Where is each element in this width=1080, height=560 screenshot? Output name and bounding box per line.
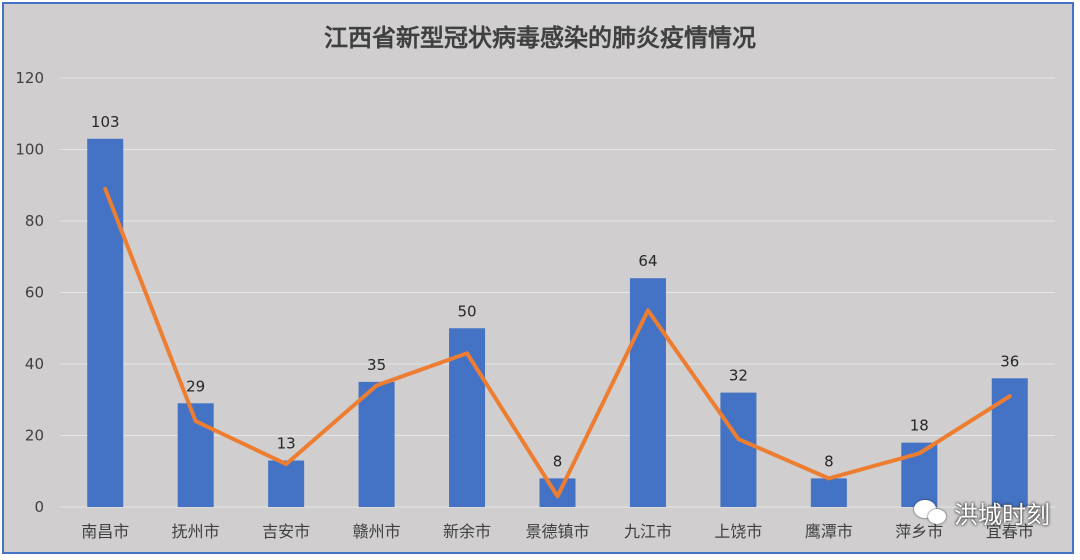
data-label: 50 xyxy=(457,302,476,320)
data-label: 36 xyxy=(1000,352,1019,370)
data-label: 64 xyxy=(638,252,657,270)
chart-title: 江西省新型冠状病毒感染的肺炎疫情情况 xyxy=(324,24,756,52)
x-tick-label: 吉安市 xyxy=(262,522,310,541)
y-tick-label: 80 xyxy=(25,212,44,230)
line-series xyxy=(103,186,1012,499)
wechat-icon xyxy=(914,499,948,526)
data-labels: 103 29 13 35 50 8 64 32 8 18 36 xyxy=(91,113,1019,471)
data-label: 35 xyxy=(367,356,386,374)
y-tick-label: 40 xyxy=(25,355,44,373)
x-tick-label: 抚州市 xyxy=(172,522,220,541)
series-line xyxy=(103,186,1012,499)
bar xyxy=(991,378,1028,507)
y-tick-label: 100 xyxy=(15,141,44,159)
y-tick-label: 0 xyxy=(34,498,44,516)
x-tick-label: 上饶市 xyxy=(714,522,762,541)
data-label: 32 xyxy=(729,367,748,385)
bar xyxy=(810,478,847,507)
y-axis-ticks: 0 20 40 60 80 100 120 xyxy=(15,69,44,516)
bar xyxy=(358,381,395,507)
x-tick-label: 赣州市 xyxy=(353,522,401,541)
x-axis-ticks: 南昌市 抚州市 吉安市 赣州市 新余市 景德镇市 九江市 上饶市 鹰潭市 萍乡市 宜春市 xyxy=(81,522,1034,541)
bar xyxy=(629,278,666,507)
data-label: 103 xyxy=(91,113,120,131)
y-tick-label: 120 xyxy=(15,69,44,87)
data-label: 18 xyxy=(910,417,929,435)
x-tick-label: 新余市 xyxy=(443,522,491,541)
bar xyxy=(87,138,124,507)
x-tick-label: 鹰潭市 xyxy=(805,522,853,541)
data-label: 13 xyxy=(277,435,296,453)
bar-series xyxy=(87,138,1028,507)
watermark: 洪城时刻 xyxy=(914,495,1050,530)
data-label: 8 xyxy=(824,452,834,470)
y-tick-label: 20 xyxy=(25,427,44,445)
data-label: 8 xyxy=(553,452,563,470)
y-tick-label: 60 xyxy=(25,284,44,302)
data-label: 29 xyxy=(186,377,205,395)
watermark-text: 洪城时刻 xyxy=(954,501,1050,529)
x-tick-label: 九江市 xyxy=(624,522,672,541)
x-tick-label: 景德镇市 xyxy=(525,522,589,541)
x-tick-label: 萍乡市 xyxy=(895,522,943,541)
x-tick-label: 南昌市 xyxy=(81,522,129,541)
x-tick-label: 宜春市 xyxy=(986,522,1034,541)
bar xyxy=(268,460,305,507)
bar xyxy=(720,392,757,507)
